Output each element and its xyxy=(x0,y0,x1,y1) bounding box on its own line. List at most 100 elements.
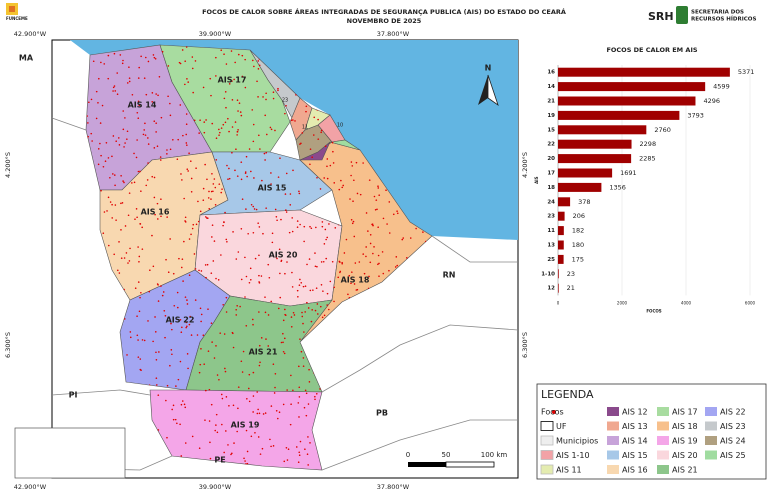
fire-point xyxy=(265,92,267,95)
fire-point xyxy=(278,248,281,251)
fire-point xyxy=(253,65,255,68)
fire-point xyxy=(306,453,309,456)
fire-point xyxy=(161,294,164,297)
fire-point xyxy=(274,208,277,211)
fire-point xyxy=(258,282,261,284)
fire-point xyxy=(154,57,157,60)
fire-point xyxy=(139,296,141,299)
fire-point xyxy=(235,314,238,316)
fire-point xyxy=(213,240,216,242)
fire-point xyxy=(310,227,313,230)
fire-point xyxy=(298,190,300,193)
fire-point xyxy=(237,53,240,56)
coord-label: 42.900°W xyxy=(14,483,47,491)
fire-point xyxy=(156,145,159,148)
fire-point xyxy=(353,283,356,285)
fire-point xyxy=(214,429,217,432)
state-label: MA xyxy=(19,54,34,63)
ais-label: AIS 17 xyxy=(218,76,247,85)
bar xyxy=(558,269,559,279)
fire-point xyxy=(111,203,113,206)
fire-point xyxy=(172,272,175,275)
fire-point xyxy=(209,441,211,444)
fire-point xyxy=(225,63,228,65)
fire-point xyxy=(170,322,172,325)
fire-point xyxy=(186,144,188,146)
scale-label: 50 xyxy=(442,451,451,459)
fire-point xyxy=(101,104,104,107)
fire-point xyxy=(386,223,388,225)
fire-point xyxy=(169,238,171,240)
legend-label: Municipios xyxy=(556,437,598,446)
fire-point xyxy=(233,78,235,81)
fire-point xyxy=(202,187,205,190)
fire-point xyxy=(199,363,202,366)
bar xyxy=(558,67,730,77)
fire-point xyxy=(106,210,108,212)
fire-point xyxy=(299,223,301,226)
fire-point xyxy=(186,353,189,355)
fire-point xyxy=(209,457,212,460)
north-arrow xyxy=(478,74,499,107)
fire-point xyxy=(320,261,323,263)
fire-point xyxy=(226,241,228,243)
fire-point xyxy=(321,221,324,223)
fire-point xyxy=(189,315,191,318)
fire-point xyxy=(298,386,301,389)
fire-point xyxy=(316,176,318,179)
fire-point xyxy=(258,412,261,415)
value-label: 2285 xyxy=(639,155,656,163)
fire-point xyxy=(179,318,182,321)
coord-label: 6.300°S xyxy=(4,332,12,358)
fire-point xyxy=(116,269,119,272)
fire-point xyxy=(381,251,384,253)
fire-point xyxy=(223,97,226,100)
fire-point xyxy=(103,63,106,65)
fire-point xyxy=(237,110,239,112)
fire-point xyxy=(291,286,294,288)
fire-point xyxy=(388,232,391,234)
fire-point xyxy=(169,364,171,367)
fire-point xyxy=(143,129,146,131)
fire-point xyxy=(207,197,210,199)
fire-point xyxy=(377,185,379,188)
fire-point xyxy=(198,371,201,374)
fire-point xyxy=(116,93,119,96)
fire-point xyxy=(215,159,218,161)
fire-point xyxy=(282,350,285,353)
fire-point xyxy=(143,339,146,342)
fire-point xyxy=(184,60,186,63)
fire-point xyxy=(257,68,260,70)
fire-point xyxy=(144,56,147,59)
fire-point xyxy=(285,209,287,211)
fire-point xyxy=(246,175,248,178)
fire-point xyxy=(179,62,182,65)
fire-point xyxy=(196,334,199,336)
fire-point xyxy=(129,247,131,250)
fire-point xyxy=(176,291,179,294)
fire-point xyxy=(138,255,141,258)
fire-point xyxy=(374,209,377,211)
fire-point xyxy=(258,226,261,228)
fire-point xyxy=(198,447,201,450)
fire-point xyxy=(177,138,179,141)
fire-point xyxy=(365,212,368,214)
legend-label: Focos xyxy=(541,408,564,417)
fire-point xyxy=(231,80,233,82)
fire-point xyxy=(235,258,238,260)
fire-point xyxy=(193,119,196,122)
fire-point xyxy=(212,183,215,185)
fire-point xyxy=(288,231,291,234)
fire-point xyxy=(315,287,318,289)
fire-point xyxy=(155,122,157,124)
fire-point xyxy=(323,243,326,245)
value-label: 21 xyxy=(567,284,575,292)
fire-point xyxy=(136,334,139,337)
coord-label: 4.200°S xyxy=(4,152,12,178)
title: FOCOS DE CALOR SOBRE ÁREAS INTEGRADAS DE… xyxy=(202,7,566,16)
coord-label: 39.900°W xyxy=(199,483,232,491)
fire-point xyxy=(221,397,224,400)
fire-point xyxy=(251,109,254,111)
fire-point xyxy=(199,119,201,121)
fire-point xyxy=(300,142,302,145)
